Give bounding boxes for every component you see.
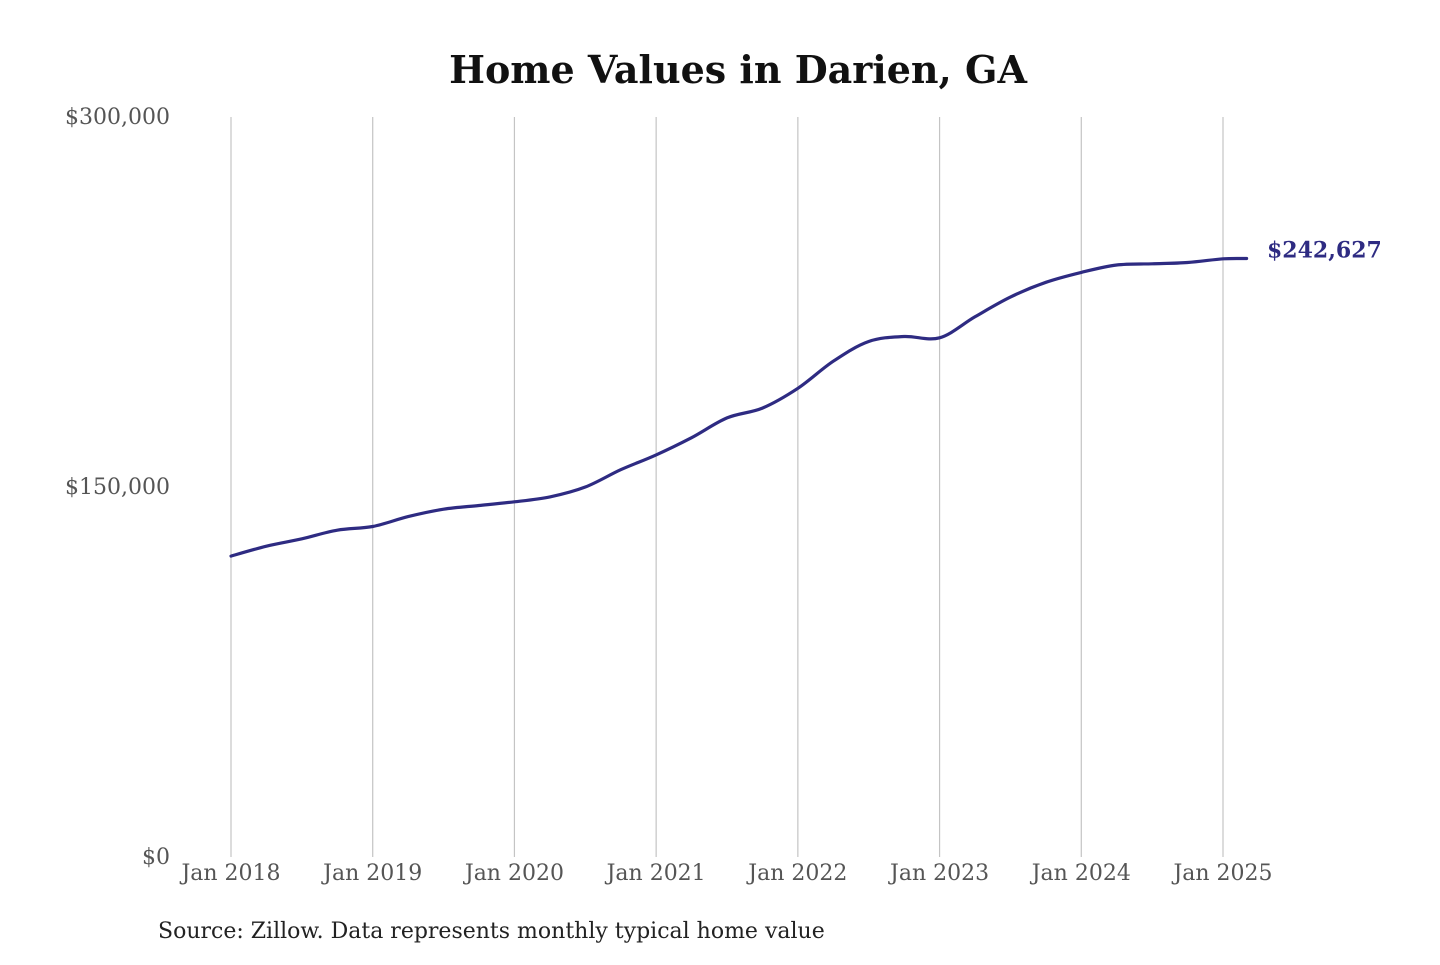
end-value-label: $242,627 bbox=[1267, 238, 1382, 264]
x-axis-labels: Jan 2018 Jan 2019 Jan 2020 Jan 2021 Jan 2022… bbox=[179, 861, 1272, 886]
y-tick-label: $150,000 bbox=[65, 475, 170, 500]
x-tick-label: Jan 2024 bbox=[1030, 861, 1131, 886]
x-tick-label: Jan 2021 bbox=[605, 861, 706, 886]
x-tick-label: Jan 2019 bbox=[321, 861, 422, 886]
chart-title: Home Values in Darien, GA bbox=[449, 47, 1027, 92]
y-tick-label: $300,000 bbox=[65, 105, 170, 130]
x-tick-label: Jan 2022 bbox=[746, 861, 847, 886]
source-note: Source: Zillow. Data represents monthly … bbox=[158, 919, 825, 944]
x-tick-label: Jan 2025 bbox=[1171, 861, 1272, 886]
series-line bbox=[229, 256, 1249, 558]
x-tick-label: Jan 2018 bbox=[179, 861, 280, 886]
y-tick-label: $0 bbox=[142, 845, 170, 870]
series-layer: $242,627 bbox=[229, 238, 1382, 558]
y-axis-labels: $0 $150,000 $300,000 bbox=[65, 105, 170, 870]
x-tick-label: Jan 2020 bbox=[463, 861, 564, 886]
x-tick-label: Jan 2023 bbox=[888, 861, 989, 886]
gridlines bbox=[230, 117, 1224, 857]
